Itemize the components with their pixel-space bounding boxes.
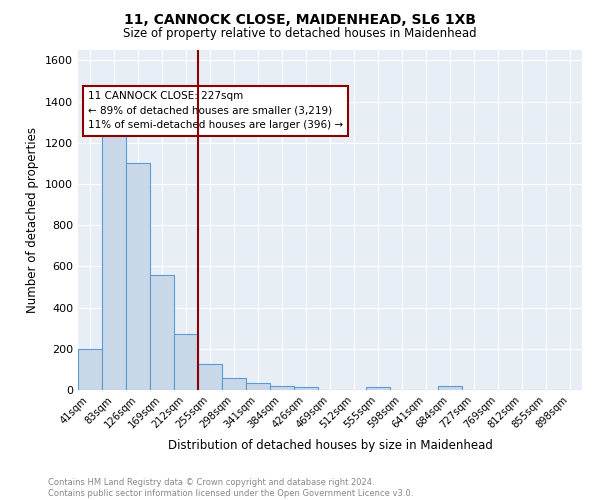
X-axis label: Distribution of detached houses by size in Maidenhead: Distribution of detached houses by size … bbox=[167, 439, 493, 452]
Bar bbox=[270, 386, 294, 390]
Y-axis label: Number of detached properties: Number of detached properties bbox=[26, 127, 40, 313]
Bar bbox=[366, 387, 390, 390]
Bar bbox=[294, 387, 318, 390]
Text: 11, CANNOCK CLOSE, MAIDENHEAD, SL6 1XB: 11, CANNOCK CLOSE, MAIDENHEAD, SL6 1XB bbox=[124, 12, 476, 26]
Bar bbox=[174, 334, 198, 390]
Bar bbox=[78, 349, 102, 390]
Bar bbox=[222, 378, 246, 390]
Bar bbox=[102, 128, 126, 390]
Text: Size of property relative to detached houses in Maidenhead: Size of property relative to detached ho… bbox=[123, 28, 477, 40]
Bar bbox=[126, 164, 150, 390]
Bar bbox=[438, 386, 462, 390]
Bar bbox=[246, 384, 270, 390]
Bar bbox=[198, 364, 222, 390]
Text: Contains HM Land Registry data © Crown copyright and database right 2024.
Contai: Contains HM Land Registry data © Crown c… bbox=[48, 478, 413, 498]
Bar bbox=[150, 274, 174, 390]
Text: 11 CANNOCK CLOSE: 227sqm
← 89% of detached houses are smaller (3,219)
11% of sem: 11 CANNOCK CLOSE: 227sqm ← 89% of detach… bbox=[88, 91, 343, 130]
